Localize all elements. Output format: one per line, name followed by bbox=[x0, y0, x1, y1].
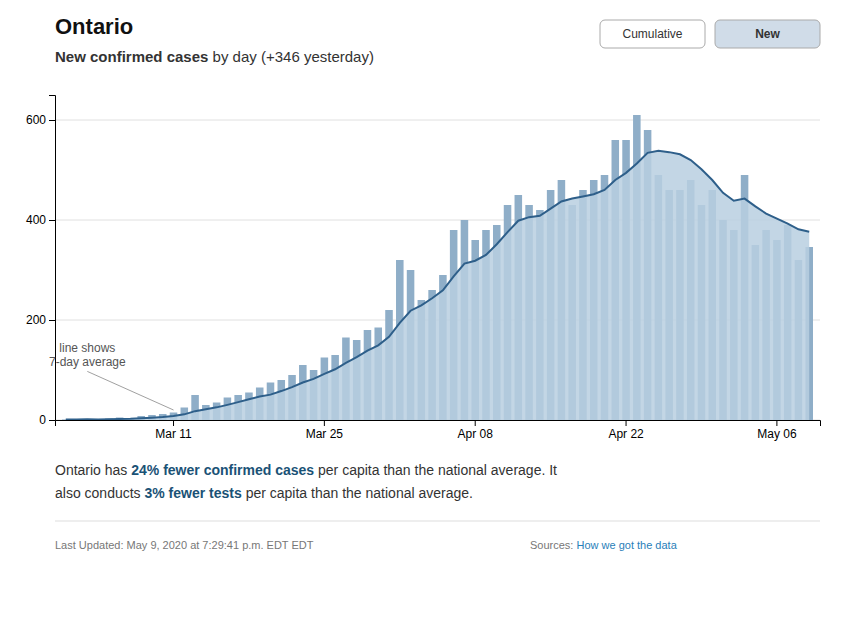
grid bbox=[55, 120, 820, 420]
annotation-line: line shows bbox=[59, 341, 115, 355]
footer-part: 3% fewer tests bbox=[145, 485, 242, 501]
y-tick-mark bbox=[49, 120, 55, 121]
x-tick-mark bbox=[173, 420, 174, 426]
chart: Ontario New confirmed cases by day (+346 … bbox=[0, 0, 842, 618]
y-tick: 600 bbox=[26, 113, 55, 127]
button-label[interactable]: Cumulative bbox=[622, 27, 682, 41]
x-tick-label: May 06 bbox=[757, 427, 797, 441]
marks bbox=[62, 115, 813, 420]
annotation-line: 7-day average bbox=[49, 355, 126, 369]
sources-link[interactable]: How we got the data bbox=[576, 539, 677, 551]
last-updated: Last Updated: May 9, 2020 at 7:29:41 p.m… bbox=[55, 539, 314, 551]
annotation: line shows7-day average bbox=[49, 341, 174, 410]
y-tick-mark bbox=[49, 320, 55, 321]
x-tick-mark bbox=[475, 420, 476, 426]
x-tick: May 06 bbox=[757, 420, 797, 441]
average-line bbox=[66, 151, 809, 420]
x-tick-label: Mar 25 bbox=[306, 427, 344, 441]
footer-part: Ontario has bbox=[55, 462, 131, 478]
toggle-button[interactable]: New bbox=[715, 20, 820, 48]
annotation-connector bbox=[87, 371, 173, 410]
button-label[interactable]: New bbox=[755, 27, 780, 41]
x-tick: Mar 25 bbox=[306, 420, 344, 441]
bars bbox=[62, 115, 813, 420]
toggle-button[interactable]: Cumulative bbox=[600, 20, 705, 48]
y-tick-label: 400 bbox=[26, 213, 46, 227]
y-axis-line bbox=[49, 96, 56, 421]
annotation-text: line shows7-day average bbox=[49, 341, 126, 369]
plot: Mar 11 Mar 25 Apr 08 Apr 22 May 06 0 200 400 600… bbox=[26, 96, 821, 441]
y-axis: 0 200 400 600 bbox=[26, 96, 56, 428]
divider bbox=[55, 521, 820, 522]
subtitle: New confirmed cases by day (+346 yesterd… bbox=[55, 48, 374, 65]
sources: Sources: How we got the data bbox=[530, 539, 678, 551]
x-tick-mark bbox=[324, 420, 325, 426]
y-tick-label: 200 bbox=[26, 313, 46, 327]
footer-part: per capita than the national average. bbox=[242, 485, 473, 501]
grid-line bbox=[55, 120, 820, 121]
y-tick-mark bbox=[49, 220, 55, 221]
y-tick: 0 bbox=[39, 413, 55, 427]
subtitle-part: by day (+346 yesterday) bbox=[208, 48, 374, 65]
x-tick-mark bbox=[776, 420, 777, 426]
subtitle-part: New confirmed cases bbox=[55, 48, 208, 65]
x-tick-mark bbox=[626, 420, 627, 426]
y-tick-label: 0 bbox=[39, 413, 46, 427]
button-box[interactable] bbox=[600, 20, 705, 48]
y-tick: 200 bbox=[26, 313, 55, 327]
sources-label: Sources: bbox=[530, 539, 576, 551]
title: Ontario bbox=[55, 14, 133, 39]
footer-line: Ontario has 24% fewer confirmed cases pe… bbox=[55, 462, 557, 478]
x-axis: Mar 11 Mar 25 Apr 08 Apr 22 May 06 bbox=[56, 420, 821, 441]
x-axis-line bbox=[56, 421, 821, 427]
x-tick-label: Apr 22 bbox=[608, 427, 644, 441]
average-area bbox=[66, 151, 809, 420]
x-tick: Apr 22 bbox=[608, 420, 644, 441]
x-tick-label: Apr 08 bbox=[458, 427, 494, 441]
footer-line: also conducts 3% fewer tests per capita … bbox=[55, 485, 473, 501]
x-tick-label: Mar 11 bbox=[155, 427, 192, 441]
y-tick-label: 600 bbox=[26, 113, 46, 127]
y-tick-mark bbox=[49, 420, 55, 421]
footer-part: per capita than the national average. It bbox=[314, 462, 557, 478]
footer-part: 24% fewer confirmed cases bbox=[131, 462, 314, 478]
footer-part: also conducts bbox=[55, 485, 145, 501]
y-tick: 400 bbox=[26, 213, 55, 227]
toggle-buttons: Cumulative New bbox=[600, 20, 820, 48]
x-tick: Mar 11 bbox=[155, 420, 192, 441]
button-box[interactable] bbox=[715, 20, 820, 48]
x-tick: Apr 08 bbox=[458, 420, 494, 441]
